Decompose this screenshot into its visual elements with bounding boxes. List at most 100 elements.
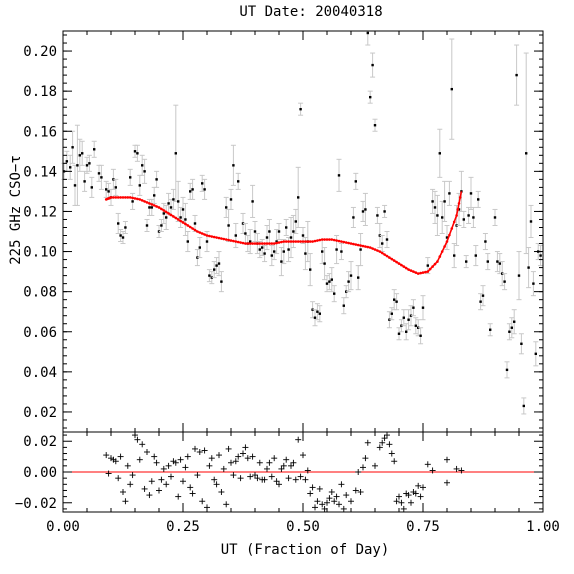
- data-point: [295, 166, 301, 228]
- fit-marker: [344, 241, 348, 244]
- data-point: [502, 273, 508, 291]
- data-point: [250, 184, 256, 218]
- fit-marker: [203, 233, 206, 236]
- residual-point: [357, 489, 364, 495]
- y-tick-label: 0.06: [23, 325, 57, 341]
- data-point: [233, 222, 239, 249]
- marker: [477, 198, 480, 201]
- marker: [138, 184, 141, 187]
- fit-marker: [186, 224, 190, 227]
- fit-marker: [215, 236, 218, 239]
- marker: [321, 250, 324, 253]
- data-point: [485, 253, 491, 271]
- fit-marker: [320, 238, 324, 241]
- fit-marker: [268, 242, 271, 245]
- data-point: [437, 128, 443, 178]
- fit-marker: [145, 201, 149, 204]
- fit-marker: [292, 240, 295, 243]
- data-point: [362, 192, 368, 226]
- fit-marker: [140, 199, 144, 202]
- data-point: [326, 273, 332, 291]
- residual-point: [151, 453, 158, 460]
- marker: [217, 262, 221, 265]
- data-point: [514, 44, 520, 106]
- data-point: [480, 285, 486, 307]
- data-point: [338, 243, 344, 261]
- marker: [69, 166, 72, 169]
- marker: [76, 164, 79, 167]
- marker: [263, 252, 266, 255]
- marker: [289, 236, 293, 239]
- residual-point: [376, 444, 383, 451]
- residual-point: [297, 473, 304, 480]
- marker: [193, 222, 197, 225]
- data-point: [89, 176, 95, 198]
- residual-point: [314, 498, 321, 505]
- fit-marker: [164, 210, 168, 214]
- residual-point: [247, 473, 254, 480]
- fit-marker: [160, 207, 163, 211]
- residual-point: [168, 473, 174, 480]
- fit-marker: [311, 240, 314, 243]
- fit-marker: [212, 235, 216, 239]
- fit-marker: [179, 219, 182, 223]
- residual-point: [398, 499, 405, 506]
- fit-marker: [332, 238, 336, 242]
- data-point: [401, 309, 407, 327]
- marker: [155, 178, 158, 181]
- residual-point: [292, 476, 299, 483]
- data-point: [74, 124, 80, 206]
- data-point: [228, 188, 234, 210]
- residual-point: [184, 453, 191, 460]
- data-point: [518, 333, 524, 355]
- data-point: [312, 309, 318, 327]
- fit-marker: [198, 231, 202, 234]
- marker: [472, 216, 475, 219]
- fit-marker: [162, 209, 166, 212]
- marker: [273, 250, 276, 253]
- residual-point: [304, 467, 311, 474]
- residual-point: [328, 489, 335, 495]
- marker: [100, 176, 103, 179]
- data-point: [139, 154, 145, 176]
- fit-marker: [174, 216, 178, 220]
- residual-point: [117, 453, 124, 460]
- data-point: [202, 178, 208, 200]
- marker: [517, 274, 521, 277]
- residual-point: [240, 450, 246, 457]
- marker: [85, 164, 89, 167]
- y-tick-label: −0.02: [15, 496, 57, 512]
- marker: [172, 198, 175, 201]
- residual-point: [216, 452, 222, 459]
- fit-marker: [232, 239, 235, 243]
- data-point: [394, 293, 400, 311]
- marker: [469, 192, 473, 195]
- marker: [150, 206, 153, 209]
- residual-point: [136, 456, 143, 463]
- marker: [436, 214, 439, 217]
- residual-point: [285, 475, 292, 482]
- fit-marker: [275, 241, 278, 245]
- marker: [426, 264, 429, 267]
- marker: [299, 107, 302, 111]
- fit-marker: [431, 265, 434, 268]
- fit-marker: [443, 245, 446, 248]
- marker: [117, 222, 120, 225]
- marker: [383, 210, 386, 213]
- marker: [131, 200, 134, 203]
- data-point: [372, 118, 378, 132]
- data-point: [470, 206, 476, 228]
- marker: [460, 190, 463, 193]
- marker: [532, 282, 535, 285]
- marker: [309, 268, 312, 271]
- marker: [227, 224, 230, 227]
- residual-point: [319, 501, 326, 508]
- marker: [78, 154, 81, 157]
- marker: [381, 242, 384, 245]
- marker: [407, 318, 410, 321]
- data-point: [530, 271, 536, 297]
- residual-point: [218, 489, 225, 495]
- data-point: [82, 170, 88, 192]
- marker: [393, 298, 396, 301]
- fit-marker: [325, 238, 329, 241]
